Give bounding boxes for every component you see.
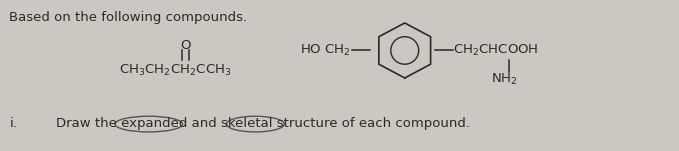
- Text: i.: i.: [10, 117, 17, 130]
- Text: Draw the expanded and skeletal structure of each compound.: Draw the expanded and skeletal structure…: [56, 117, 470, 130]
- Text: O: O: [181, 39, 191, 52]
- Text: HO CH$_2$: HO CH$_2$: [300, 43, 351, 58]
- Text: CH$_3$CH$_2$CH$_2$CCH$_3$: CH$_3$CH$_2$CH$_2$CCH$_3$: [119, 63, 232, 78]
- Text: Based on the following compounds.: Based on the following compounds.: [10, 11, 247, 24]
- Text: CH$_2$CHCOOH: CH$_2$CHCOOH: [452, 43, 538, 58]
- Text: NH$_2$: NH$_2$: [492, 72, 518, 87]
